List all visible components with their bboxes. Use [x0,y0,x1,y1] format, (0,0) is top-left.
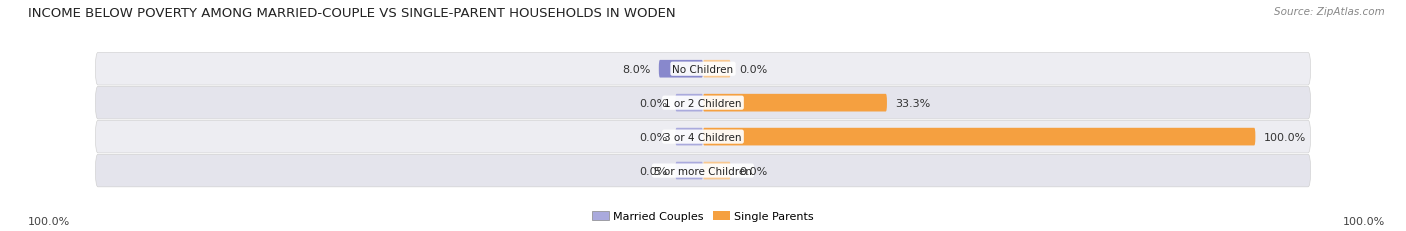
FancyBboxPatch shape [96,53,1310,86]
FancyBboxPatch shape [96,155,1310,187]
Text: 0.0%: 0.0% [638,132,666,142]
FancyBboxPatch shape [675,128,703,146]
Text: Source: ZipAtlas.com: Source: ZipAtlas.com [1274,7,1385,17]
Text: 100.0%: 100.0% [1264,132,1306,142]
Text: 0.0%: 0.0% [740,64,768,74]
Text: INCOME BELOW POVERTY AMONG MARRIED-COUPLE VS SINGLE-PARENT HOUSEHOLDS IN WODEN: INCOME BELOW POVERTY AMONG MARRIED-COUPL… [28,7,676,20]
FancyBboxPatch shape [703,61,731,78]
Text: 0.0%: 0.0% [638,166,666,176]
FancyBboxPatch shape [659,61,703,78]
FancyBboxPatch shape [703,94,887,112]
Text: 33.3%: 33.3% [896,98,931,108]
FancyBboxPatch shape [96,87,1310,119]
Text: 3 or 4 Children: 3 or 4 Children [664,132,742,142]
Text: 100.0%: 100.0% [1343,216,1385,226]
Text: 0.0%: 0.0% [638,98,666,108]
Text: No Children: No Children [672,64,734,74]
Text: 1 or 2 Children: 1 or 2 Children [664,98,742,108]
Text: 100.0%: 100.0% [28,216,70,226]
FancyBboxPatch shape [675,162,703,180]
FancyBboxPatch shape [96,121,1310,153]
Text: 8.0%: 8.0% [621,64,651,74]
FancyBboxPatch shape [675,94,703,112]
FancyBboxPatch shape [703,162,731,180]
Legend: Married Couples, Single Parents: Married Couples, Single Parents [588,206,818,225]
FancyBboxPatch shape [703,128,1256,146]
Text: 0.0%: 0.0% [740,166,768,176]
Text: 5 or more Children: 5 or more Children [654,166,752,176]
